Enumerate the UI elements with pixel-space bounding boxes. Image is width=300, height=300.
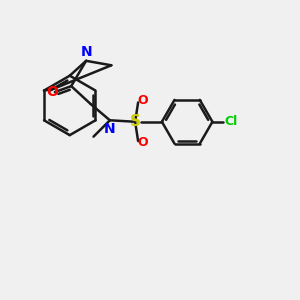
Text: N: N xyxy=(104,122,116,136)
Text: Cl: Cl xyxy=(224,115,238,128)
Text: O: O xyxy=(137,136,148,149)
Text: N: N xyxy=(80,45,92,59)
Text: O: O xyxy=(137,94,148,107)
Text: S: S xyxy=(130,114,141,129)
Text: O: O xyxy=(46,85,58,99)
